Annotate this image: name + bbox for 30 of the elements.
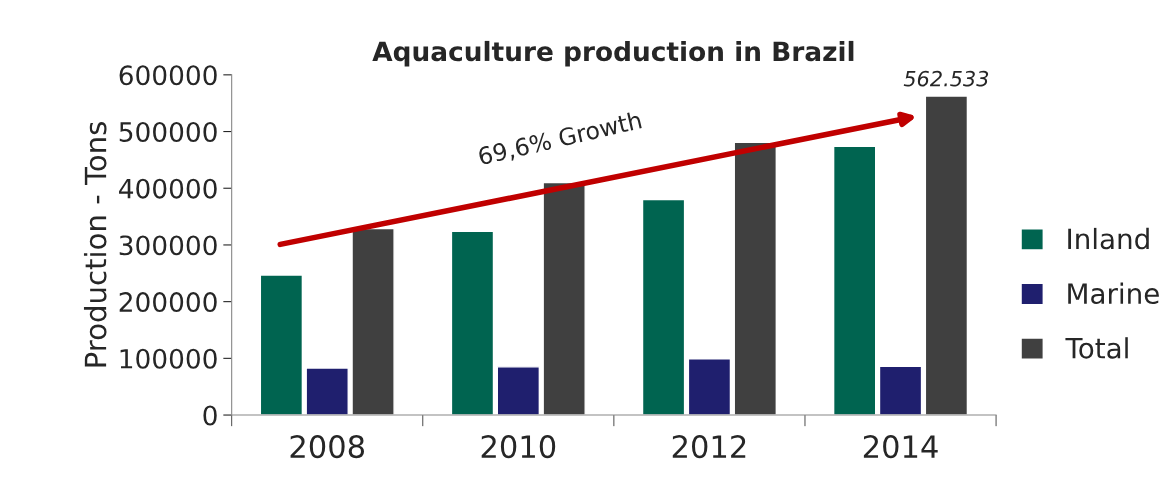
y-tick-label: 0 bbox=[203, 405, 217, 426]
bar bbox=[832, 145, 877, 416]
y-tick-label: 400000 bbox=[119, 178, 217, 199]
bar bbox=[351, 227, 395, 416]
bar bbox=[924, 95, 969, 416]
y-tick-label: 300000 bbox=[119, 235, 217, 256]
annotation: 69,6% Growth bbox=[477, 110, 643, 168]
bar bbox=[641, 198, 686, 416]
bar bbox=[496, 366, 541, 416]
bar bbox=[305, 367, 349, 416]
data-label: 562.533 bbox=[903, 70, 989, 87]
bar bbox=[687, 358, 732, 416]
y-tick-label: 200000 bbox=[119, 292, 217, 313]
legend-label: Inland bbox=[1068, 227, 1149, 250]
y-tick-label: 600000 bbox=[119, 65, 217, 86]
legend-label: Total bbox=[1065, 337, 1128, 359]
bar bbox=[542, 181, 586, 416]
bar bbox=[878, 365, 923, 416]
x-tick-label: 2010 bbox=[481, 435, 556, 459]
bar bbox=[450, 230, 495, 416]
y-axis-title: Production - Tons bbox=[83, 122, 107, 367]
y-tick-label: 100000 bbox=[120, 348, 217, 369]
bar bbox=[733, 141, 778, 416]
x-tick-label: 2012 bbox=[672, 435, 746, 459]
x-tick-label: 2014 bbox=[863, 435, 938, 459]
legend-label: Marine bbox=[1068, 282, 1159, 305]
x-tick-label: 2008 bbox=[290, 435, 365, 459]
bar bbox=[259, 274, 304, 416]
y-tick-label: 500000 bbox=[119, 121, 217, 142]
chart-title: Aquaculture production in Brazil bbox=[372, 40, 854, 67]
